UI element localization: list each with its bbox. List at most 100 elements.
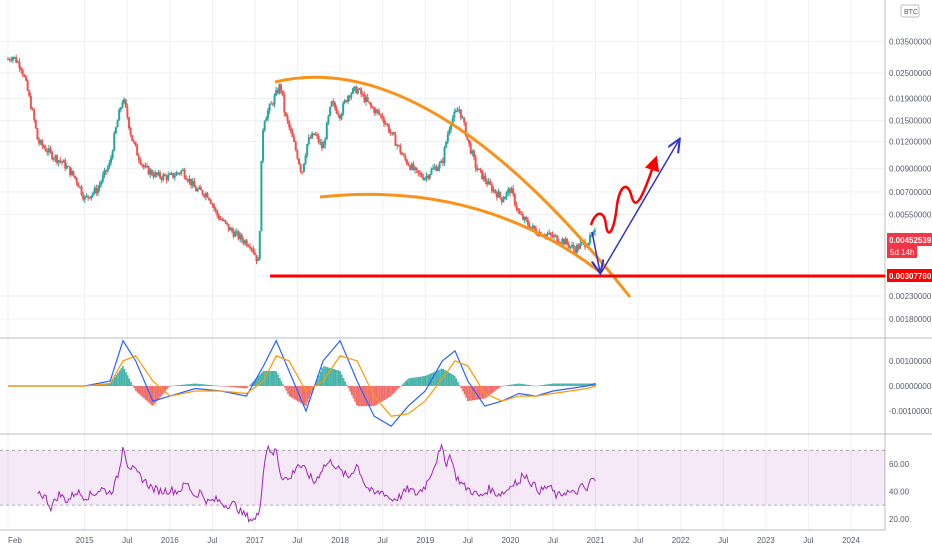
candle-body-139 — [234, 232, 237, 237]
candle-body-52 — [92, 192, 95, 196]
time-tick-label-5: 2017 — [246, 536, 264, 545]
candle-body-113 — [191, 181, 194, 186]
candle-body-192 — [320, 142, 323, 149]
price-tick-label-7: 0.00550000 — [889, 210, 932, 219]
macd-histogram-bar-45 — [131, 384, 134, 386]
candle-body-48 — [85, 195, 88, 197]
macd-histogram-bar-285 — [524, 384, 526, 386]
macd-histogram-bar-219 — [416, 377, 418, 386]
macd-histogram-bar-250 — [467, 386, 469, 402]
candle-body-169 — [283, 95, 286, 113]
candle-body-160 — [268, 104, 271, 111]
candle-body-312 — [517, 208, 520, 211]
macd-histogram-bar-194 — [375, 386, 378, 405]
candle-body-181 — [302, 163, 305, 172]
time-tick-label-4: Jul — [207, 536, 217, 545]
time-axis[interactable]: Feb 2015 Jul 2016 Jul 2017 Jul 2018 Jul 2019 Jul 20… — [8, 536, 860, 545]
candle-body-259 — [430, 169, 433, 175]
rsi-axis[interactable]: 60.00 40.00 20.00 — [889, 460, 910, 524]
candle-body-141 — [237, 231, 240, 239]
candle-body-251 — [417, 170, 420, 173]
macd-histogram-bar-247 — [462, 386, 464, 392]
candle-body-148 — [248, 246, 251, 249]
macd-histogram-bar-50 — [140, 386, 142, 396]
macd-histogram-bar-94 — [211, 385, 214, 386]
drawings[interactable] — [270, 75, 885, 298]
candle-body-120 — [203, 194, 206, 197]
macd-histogram-bar-276 — [509, 384, 512, 386]
candle-body-267 — [443, 147, 446, 163]
time-tick-label-15: 2022 — [672, 536, 690, 545]
macd-histogram-bar-224 — [424, 375, 427, 386]
candle-body-335 — [554, 235, 557, 237]
candle-body-332 — [549, 232, 552, 235]
candle-body-347 — [574, 248, 577, 253]
macd-histogram-bar-186 — [362, 386, 364, 407]
symbol-badge-frame — [900, 4, 920, 18]
candle-body-301 — [499, 191, 502, 198]
macd-histogram-bar-103 — [226, 386, 229, 387]
up-arrow-drawing[interactable] — [600, 140, 679, 274]
candle-body-102 — [173, 175, 176, 178]
macd-histogram-bar-241 — [452, 374, 454, 386]
candle-body-126 — [212, 204, 215, 209]
candle-body-121 — [204, 193, 207, 197]
candle-body-135 — [227, 224, 230, 231]
macd-histogram-bar-33 — [112, 379, 114, 386]
rsi-tick-label-1: 40.00 — [889, 487, 910, 496]
candle-body-84 — [144, 165, 147, 168]
macd-histogram-bar-308 — [561, 383, 564, 386]
macd-histogram-bar-315 — [573, 383, 575, 386]
candle-body-22 — [42, 145, 45, 148]
candle-body-222 — [369, 103, 372, 107]
projection-path-drawing[interactable] — [589, 155, 660, 234]
macd-histogram-bar-274 — [506, 385, 508, 386]
time-tick-label-11: 2020 — [501, 536, 519, 545]
macd-histogram-bar-313 — [570, 383, 572, 386]
upper-arc-drawing[interactable] — [274, 75, 632, 298]
candle-body-271 — [450, 124, 453, 130]
macd-histogram-bar-202 — [388, 386, 391, 398]
candle-body-182 — [304, 155, 307, 164]
macd-histogram-bar-281 — [517, 383, 520, 386]
macd-histogram-bar-158 — [316, 379, 319, 386]
candle-body-294 — [487, 181, 490, 185]
macd-histogram-bar-223 — [422, 376, 425, 386]
symbol-badge[interactable]: BTC — [900, 4, 920, 18]
candle-body-204 — [340, 114, 343, 119]
macd-histogram-bar-93 — [210, 385, 212, 386]
candle-body-142 — [239, 234, 242, 239]
lower-arc-drawing[interactable] — [319, 192, 601, 274]
candle-body-190 — [317, 135, 320, 143]
candle-body-66 — [114, 127, 117, 134]
macd-histogram-bar-192 — [372, 386, 374, 407]
macd-axis[interactable]: 0.00100000 0.00000000 -0.00100000 — [889, 357, 932, 416]
candle-body-57 — [100, 181, 103, 185]
macd-histogram-bar-149 — [301, 386, 304, 405]
macd-histogram-bar-246 — [460, 386, 463, 389]
candle-body-124 — [209, 199, 212, 204]
macd-histogram-bar-264 — [489, 386, 492, 395]
down-arrow-drawing[interactable] — [592, 231, 600, 272]
macd-histogram-bar-26 — [100, 384, 103, 386]
macd-histogram-bar-125 — [262, 370, 265, 386]
candle-body-210 — [350, 93, 353, 98]
candle-body-43 — [77, 182, 80, 188]
candle-body-5 — [15, 57, 18, 63]
macd-histogram-bar-52 — [143, 386, 145, 399]
candle-body-19 — [38, 139, 41, 144]
macd-histogram-bar-61 — [158, 386, 160, 399]
macd-histogram-bar-266 — [493, 386, 495, 392]
candle-body-245 — [407, 164, 410, 166]
macd-histogram-bar-74 — [179, 384, 181, 386]
price-axis[interactable]: 0.03500000 0.02500000 0.01900000 0.01500000… — [889, 37, 932, 324]
macd-histogram-bar-153 — [308, 386, 311, 399]
macd-histogram-bar-65 — [164, 386, 167, 392]
macd-histogram-bar-290 — [532, 385, 535, 387]
macd-histogram-bar-286 — [525, 384, 528, 386]
macd-tick-label-0: 0.00100000 — [889, 357, 932, 366]
candle-body-189 — [315, 134, 318, 136]
candle-body-51 — [90, 195, 93, 199]
candle-body-234 — [389, 132, 392, 134]
